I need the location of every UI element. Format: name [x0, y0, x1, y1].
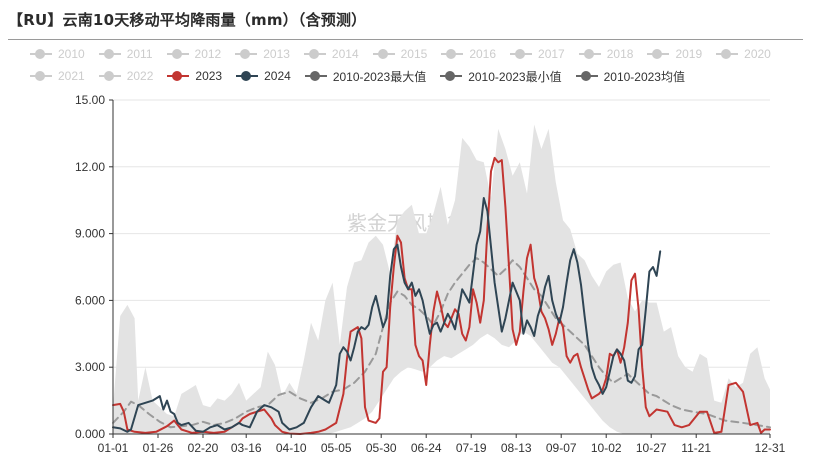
series-lines [112, 156, 771, 435]
legend-label: 2017 [538, 47, 565, 61]
legend-swatch-icon [578, 49, 601, 59]
legend-swatch-icon [30, 71, 52, 81]
x-tick-label: 11-21 [681, 441, 711, 455]
legend-label: 2015 [400, 47, 428, 61]
legend-label: 2013 [263, 47, 290, 61]
legend-item-2010-2023均值[interactable]: 2010-2023均值 [575, 68, 685, 85]
x-tick-label: 10-27 [636, 441, 667, 455]
x-tick-label: 03-16 [231, 441, 262, 455]
legend-swatch-icon [441, 49, 464, 59]
legend-swatch-icon [647, 49, 670, 59]
legend-label: 2010-2023最小值 [468, 69, 562, 84]
chart-title: 【RU】云南10天移动平均降雨量（mm）（含预测） [8, 11, 367, 29]
legend-item-2016[interactable]: 2016 [441, 47, 496, 61]
legend-swatch-icon [166, 49, 189, 59]
x-tick-label: 06-24 [411, 441, 442, 455]
chart-legend: 2010 2011 2012 2013 2014 2015 2016 2017 2018 2019… [30, 43, 805, 87]
legend-label: 2012 [194, 47, 222, 61]
legend-item-2012[interactable]: 2012 [166, 47, 222, 61]
legend-item-2011[interactable]: 2011 [98, 47, 153, 61]
x-tick-label: 05-05 [321, 441, 352, 455]
legend-swatch-icon [236, 71, 259, 81]
legend-item-2021[interactable]: 2021 [30, 69, 85, 83]
y-tick-label: 0.000 [75, 427, 105, 441]
legend-item-2022[interactable]: 2022 [98, 69, 154, 83]
legend-item-2010[interactable]: 2010 [30, 47, 85, 61]
legend-item-2010-2023最小值[interactable]: 2010-2023最小值 [440, 68, 562, 85]
legend-swatch-icon [716, 49, 739, 59]
legend-label: 2016 [469, 47, 497, 61]
legend-item-2010-2023最大值[interactable]: 2010-2023最大值 [304, 68, 427, 85]
x-tick-label: 05-30 [366, 441, 397, 455]
series-line-2024 [112, 197, 662, 433]
legend-label: 2018 [606, 47, 634, 61]
chart-axes: 0.000 3.000 6.000 9.000 12.00 15.00 01-01 01-26… [75, 93, 786, 455]
legend-swatch-icon [167, 71, 190, 81]
series-band-max-min [113, 124, 770, 434]
x-tick-label: 02-20 [188, 441, 219, 455]
legend-swatch-icon [440, 71, 463, 81]
legend-label: 2023 [195, 69, 223, 83]
legend-label: 2010-2023均值 [603, 69, 685, 84]
legend-swatch-icon [372, 49, 395, 59]
legend-item-2014[interactable]: 2014 [303, 47, 359, 61]
legend-swatch-icon [98, 49, 121, 59]
legend-item-2017[interactable]: 2017 [510, 47, 565, 61]
legend-swatch-icon [30, 49, 52, 59]
legend-label: 2011 [126, 47, 153, 61]
legend-swatch-icon [303, 49, 326, 59]
legend-item-2015[interactable]: 2015 [372, 47, 428, 61]
y-tick-label: 12.00 [75, 160, 105, 174]
legend-label: 2021 [58, 69, 85, 83]
y-tick-label: 3.000 [75, 360, 105, 374]
legend-label: 2019 [675, 47, 703, 61]
legend-swatch-icon [304, 71, 327, 81]
legend-item-2018[interactable]: 2018 [578, 47, 634, 61]
legend-row-2: 2021 2022 2023 2024 2010-2023最大值 2010-2023最小值… [30, 65, 805, 87]
legend-label: 2022 [126, 69, 154, 83]
legend-label: 2020 [744, 47, 771, 61]
x-tick-label: 01-01 [98, 441, 129, 455]
x-tick-label: 08-13 [501, 441, 532, 455]
legend-item-2024[interactable]: 2024 [236, 69, 291, 83]
legend-swatch-icon [235, 49, 258, 59]
x-tick-label: 01-26 [143, 441, 174, 455]
legend-label: 2010 [58, 47, 85, 61]
x-tick-label: 07-19 [456, 441, 487, 455]
series-line-2023 [112, 156, 771, 435]
title-divider [8, 39, 803, 40]
y-tick-label: 6.000 [75, 293, 105, 307]
y-tick-label: 9.000 [75, 227, 105, 241]
legend-item-2020[interactable]: 2020 [716, 47, 771, 61]
legend-swatch-icon [575, 71, 598, 81]
legend-label: 2024 [264, 69, 291, 83]
x-tick-label: 09-07 [546, 441, 577, 455]
x-tick-label: 10-02 [591, 441, 622, 455]
x-tick-label: 04-10 [276, 441, 307, 455]
legend-label: 2010-2023最大值 [332, 69, 427, 84]
y-tick-label: 15.00 [75, 93, 105, 107]
legend-item-2013[interactable]: 2013 [235, 47, 290, 61]
legend-swatch-icon [510, 49, 533, 59]
legend-item-2019[interactable]: 2019 [647, 47, 702, 61]
x-tick-label: 12-31 [755, 441, 786, 455]
legend-label: 2014 [331, 47, 359, 61]
max-min-band [113, 124, 770, 434]
legend-item-2023[interactable]: 2023 [167, 69, 222, 83]
legend-row-1: 2010 2011 2012 2013 2014 2015 2016 2017 2018 2019… [30, 43, 805, 65]
legend-swatch-icon [98, 71, 121, 81]
